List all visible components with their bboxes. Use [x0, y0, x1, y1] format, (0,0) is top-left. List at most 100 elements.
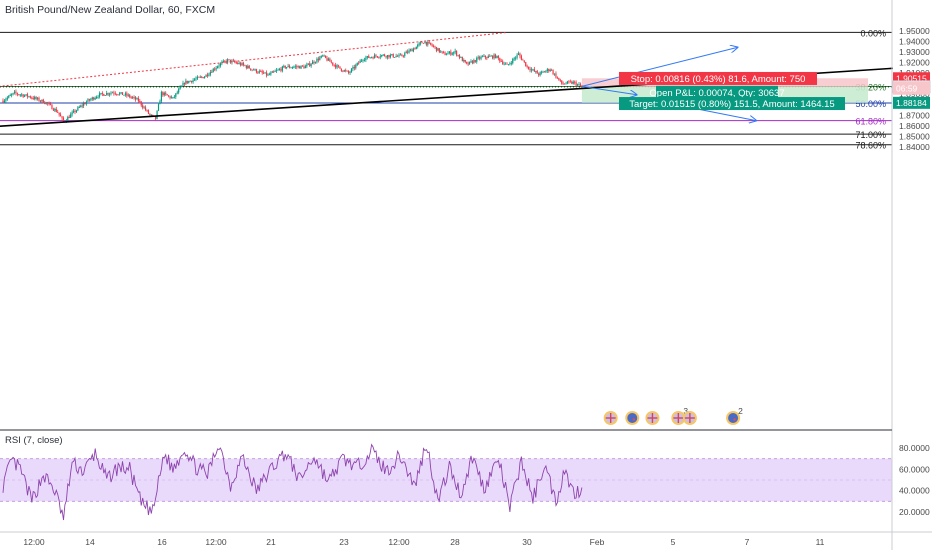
channel-line[interactable]: [0, 32, 506, 87]
candle-body: [492, 55, 494, 59]
candle-body: [463, 60, 465, 62]
fib-level-label: 0.00%: [860, 28, 886, 38]
price-tick-label: 1.94000: [899, 37, 930, 47]
candle-body: [363, 59, 366, 61]
price-badge-label: 1.88184: [896, 98, 927, 108]
candle-body: [80, 105, 82, 108]
candle-body: [238, 63, 240, 64]
candle-body: [539, 72, 541, 76]
candle-body: [326, 57, 328, 61]
candle-body: [467, 63, 469, 65]
candle-body: [437, 48, 439, 51]
candle-body: [245, 65, 247, 69]
candle-body: [192, 80, 194, 83]
candle-body: [24, 95, 26, 97]
fib-level-label: 38.20%: [855, 82, 886, 92]
candle-body: [286, 67, 288, 68]
candle-body: [55, 108, 57, 112]
candle-body: [169, 96, 171, 99]
candle-body: [16, 93, 18, 95]
candle-body: [556, 77, 558, 79]
candle-body: [425, 41, 427, 45]
candle-body: [271, 71, 273, 73]
candle-body: [44, 103, 46, 104]
candle-body: [5, 99, 7, 101]
candle-body: [355, 64, 357, 69]
candle-body: [503, 63, 505, 65]
candle-body: [87, 99, 89, 102]
candle-body: [276, 70, 278, 72]
candle-body: [93, 97, 95, 100]
stop-label: Stop: 0.00816 (0.43%) 81.6, Amount: 750: [631, 74, 806, 85]
candle-body: [65, 120, 67, 122]
candle-body: [332, 62, 334, 65]
candle-body: [477, 57, 479, 59]
scenario-arrow[interactable]: [581, 85, 637, 94]
candle-body: [558, 77, 560, 80]
candle-body: [476, 57, 478, 62]
candle-body: [215, 67, 217, 70]
candle-body: [310, 64, 312, 66]
time-tick-label: 23: [339, 537, 349, 547]
candle-body: [579, 84, 582, 86]
candle-body: [369, 57, 371, 59]
candle-body: [540, 71, 543, 73]
candle-body: [130, 97, 132, 98]
candle-body: [111, 92, 114, 94]
candle-body: [163, 92, 165, 96]
candle-body: [77, 107, 79, 111]
price-tick-label: 1.84000: [899, 142, 930, 152]
fib-level-label: 78.60%: [855, 141, 886, 151]
candle-body: [389, 55, 391, 58]
candle-body: [335, 64, 337, 68]
candle-body: [237, 62, 239, 64]
candle-body: [417, 44, 419, 47]
candle-body: [85, 101, 88, 104]
candle-body: [460, 57, 462, 58]
candle-body: [140, 101, 142, 106]
candle-body: [199, 76, 201, 78]
scenario-arrow[interactable]: [581, 47, 738, 87]
candle-body: [244, 64, 246, 66]
price-tick-label: 1.87000: [899, 110, 930, 120]
candle-body: [444, 52, 446, 56]
candle-body: [206, 74, 209, 76]
price-tick-label: 1.93000: [899, 47, 930, 57]
rsi-band: [0, 458, 892, 502]
candle-body: [461, 57, 463, 62]
candle-body: [562, 83, 564, 85]
candle-body: [180, 85, 183, 88]
candle-body: [170, 97, 173, 99]
candle-body: [293, 66, 295, 68]
candle-body: [572, 81, 574, 84]
candle-body: [409, 49, 412, 51]
candle-body: [520, 56, 522, 60]
candle-body: [523, 60, 525, 63]
candle-body: [345, 70, 347, 72]
candle-body: [571, 81, 573, 84]
candle-body: [133, 97, 135, 98]
candle-body: [127, 94, 129, 96]
candle-body: [157, 104, 160, 111]
rsi-tick-label: 20.0000: [899, 507, 930, 517]
candle-body: [561, 80, 563, 84]
nz-flag-event-icon-inner: [728, 413, 739, 423]
candle-body: [398, 54, 400, 57]
candle-body: [532, 69, 534, 71]
candle-body: [373, 55, 376, 59]
candle-body: [497, 55, 499, 59]
candle-body: [454, 50, 456, 53]
candle-body: [45, 102, 47, 104]
candle-body: [415, 46, 417, 50]
candle-body: [427, 41, 429, 45]
rsi-tick-label: 40.0000: [899, 486, 930, 496]
candle-body: [517, 53, 520, 55]
candle-body: [339, 66, 341, 69]
candle-body: [62, 117, 65, 122]
candle-body: [553, 73, 556, 75]
candle-body: [132, 97, 134, 99]
candle-body: [499, 58, 501, 62]
candle-body: [280, 69, 282, 71]
candle-body: [240, 63, 242, 66]
